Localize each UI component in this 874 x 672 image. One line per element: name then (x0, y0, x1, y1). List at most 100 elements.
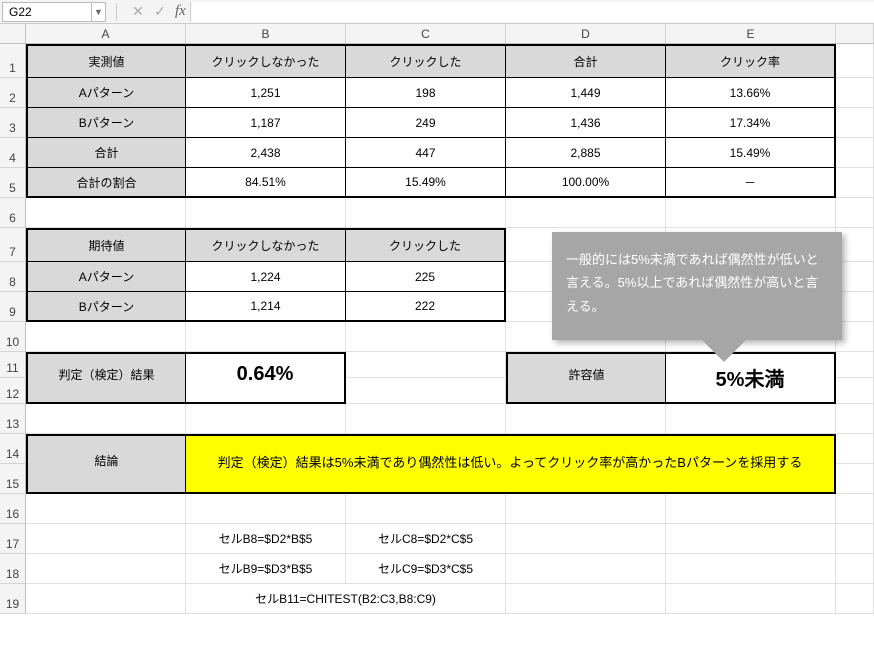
cell[interactable]: 100.00% (506, 168, 666, 198)
cell[interactable] (836, 168, 874, 198)
cell[interactable]: 2,885 (506, 138, 666, 168)
cell[interactable]: － (666, 168, 836, 198)
row-header[interactable]: 18 (0, 554, 26, 584)
row-header[interactable]: 6 (0, 198, 26, 228)
cell[interactable] (186, 494, 346, 524)
cell[interactable] (836, 434, 874, 464)
cell[interactable]: 1,224 (186, 262, 346, 292)
cell-result-value[interactable]: 0.64% (186, 378, 346, 404)
cell[interactable]: クリックしなかった (186, 44, 346, 78)
cell[interactable] (836, 138, 874, 168)
cell[interactable] (836, 464, 874, 494)
col-header[interactable]: E (666, 24, 836, 44)
cell[interactable] (346, 322, 506, 352)
row-header[interactable]: 12 (0, 378, 26, 404)
cell[interactable] (26, 198, 186, 228)
row-header[interactable]: 3 (0, 108, 26, 138)
cell[interactable] (666, 494, 836, 524)
cell[interactable] (506, 494, 666, 524)
cell[interactable]: 15.49% (346, 168, 506, 198)
cell[interactable]: セルC8=$D2*C$5 (346, 524, 506, 554)
row-header[interactable]: 13 (0, 404, 26, 434)
cell[interactable] (346, 378, 506, 404)
cell[interactable]: 17.34% (666, 108, 836, 138)
cell[interactable]: 合計 (506, 44, 666, 78)
cell[interactable] (836, 198, 874, 228)
cell[interactable] (666, 524, 836, 554)
row-header[interactable]: 9 (0, 292, 26, 322)
cell[interactable] (506, 198, 666, 228)
cell[interactable]: 225 (346, 262, 506, 292)
cell[interactable]: Bパターン (26, 292, 186, 322)
cell[interactable]: 447 (346, 138, 506, 168)
fx-icon[interactable]: fx (175, 3, 186, 20)
cell[interactable]: 249 (346, 108, 506, 138)
row-header[interactable]: 11 (0, 352, 26, 378)
col-header[interactable]: C (346, 24, 506, 44)
cell[interactable] (836, 494, 874, 524)
select-all-corner[interactable] (0, 24, 26, 44)
cell[interactable]: 1,449 (506, 78, 666, 108)
cell-thresh-label[interactable]: 許容値 (506, 378, 666, 404)
row-header[interactable]: 15 (0, 464, 26, 494)
col-header[interactable] (836, 24, 874, 44)
cell[interactable]: 1,251 (186, 78, 346, 108)
col-header[interactable]: B (186, 24, 346, 44)
cell[interactable] (836, 352, 874, 378)
cell-thresh-value[interactable]: 5%未満 (666, 378, 836, 404)
cell[interactable] (186, 404, 346, 434)
cell[interactable] (26, 524, 186, 554)
col-header[interactable]: A (26, 24, 186, 44)
cell[interactable] (346, 352, 506, 378)
cell[interactable]: 15.49% (666, 138, 836, 168)
cell[interactable] (666, 404, 836, 434)
cell[interactable]: 合計の割合 (26, 168, 186, 198)
cell[interactable]: 実測値 (26, 44, 186, 78)
cell[interactable]: 1,436 (506, 108, 666, 138)
row-header[interactable]: 10 (0, 322, 26, 352)
cell[interactable] (186, 322, 346, 352)
cell-conclusion-text[interactable]: 判定（検定）結果は5%未満であり偶然性は低い。よってクリック率が高かったBパター… (186, 464, 836, 494)
cell[interactable]: Bパターン (26, 108, 186, 138)
cell[interactable]: 合計 (26, 138, 186, 168)
cell[interactable] (26, 322, 186, 352)
cell[interactable]: クリックしなかった (186, 228, 346, 262)
cell[interactable]: 84.51% (186, 168, 346, 198)
cell[interactable]: 198 (346, 78, 506, 108)
cell-result-label[interactable]: 判定（検定）結果 (26, 378, 186, 404)
cell[interactable] (836, 524, 874, 554)
row-header[interactable]: 5 (0, 168, 26, 198)
cell[interactable] (666, 554, 836, 584)
row-header[interactable]: 19 (0, 584, 26, 614)
cell[interactable] (346, 404, 506, 434)
cell[interactable] (506, 404, 666, 434)
cell[interactable]: Aパターン (26, 262, 186, 292)
cell[interactable]: クリックした (346, 228, 506, 262)
cell[interactable]: 2,438 (186, 138, 346, 168)
formula-input[interactable] (190, 2, 874, 22)
cell[interactable] (836, 554, 874, 584)
cell[interactable] (666, 584, 836, 614)
cell[interactable]: クリック率 (666, 44, 836, 78)
name-box-dropdown[interactable]: ▼ (92, 2, 106, 22)
cell[interactable] (506, 554, 666, 584)
cell[interactable] (666, 198, 836, 228)
row-header[interactable]: 4 (0, 138, 26, 168)
cell[interactable] (836, 108, 874, 138)
cell[interactable]: セルB8=$D2*B$5 (186, 524, 346, 554)
cell[interactable] (346, 494, 506, 524)
cell[interactable] (836, 378, 874, 404)
cell[interactable]: セルB11=CHITEST(B2:C3,B8:C9) (186, 584, 506, 614)
cell[interactable]: 期待値 (26, 228, 186, 262)
cell[interactable]: セルB9=$D3*B$5 (186, 554, 346, 584)
cell[interactable]: 1,214 (186, 292, 346, 322)
row-header[interactable]: 14 (0, 434, 26, 464)
row-header[interactable]: 1 (0, 44, 26, 78)
row-header[interactable]: 7 (0, 228, 26, 262)
cell[interactable] (26, 584, 186, 614)
row-header[interactable]: 16 (0, 494, 26, 524)
cell[interactable] (186, 198, 346, 228)
cell[interactable]: Aパターン (26, 78, 186, 108)
cell-conclusion-label[interactable]: 結論 (26, 464, 186, 494)
name-box[interactable]: G22 (2, 2, 92, 22)
